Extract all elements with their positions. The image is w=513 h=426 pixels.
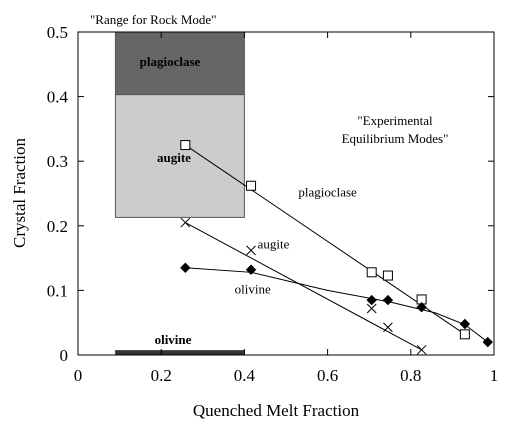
point-plagioclase: [459, 329, 470, 340]
rock-mode-header: "Range for Rock Mode": [90, 12, 217, 27]
point-olivine: [180, 262, 191, 273]
x-tick-label: 0: [74, 366, 83, 385]
y-tick-label: 0.4: [47, 88, 69, 107]
y-tick-label: 0.5: [47, 23, 68, 42]
point-augite: [366, 303, 377, 314]
point-plagioclase: [246, 180, 257, 191]
point-olivine: [416, 301, 427, 313]
x-tick-label: 0.4: [234, 366, 256, 385]
range-label-plagioclase: plagioclase: [140, 54, 201, 69]
range-label-olivine: olivine: [155, 332, 192, 347]
y-tick-label: 0.1: [47, 281, 68, 300]
fit-line-olivine: [185, 267, 489, 343]
point-olivine: [245, 264, 257, 275]
point-augite: [246, 245, 256, 256]
range-box-augite: [114, 94, 245, 218]
y-tick-label: 0: [60, 346, 69, 365]
point-plagioclase: [366, 267, 377, 278]
series-label-augite: augite: [258, 236, 290, 251]
point-plagioclase: [180, 140, 191, 151]
point-olivine: [366, 294, 377, 306]
y-tick-label: 0.3: [47, 152, 68, 171]
range-box-olivine: [114, 349, 245, 356]
plot-frame: [77, 31, 495, 356]
point-olivine: [459, 318, 471, 330]
fit-line-augite: [185, 222, 422, 351]
experimental-label-line: Equilibrium Modes": [342, 131, 449, 146]
y-axis-label: Crystal Fraction: [10, 137, 29, 248]
point-olivine: [482, 336, 493, 348]
x-tick-label: 0.2: [151, 366, 172, 385]
x-tick-label: 0.6: [317, 366, 338, 385]
y-tick-label: 0.2: [47, 217, 68, 236]
range-label-augite: augite: [157, 150, 191, 165]
x-tick-label: 1: [490, 366, 499, 385]
range-box-plagioclase: [114, 31, 245, 96]
point-plagioclase: [382, 270, 393, 281]
point-olivine: [382, 294, 394, 306]
plot-area: plagioclase augite olivine 0 0.2 0.4 0.6 0.8 1 0 0…: [10, 12, 498, 420]
series-label-plagioclase: plagioclase: [298, 185, 357, 200]
point-augite: [416, 344, 427, 355]
point-augite: [180, 217, 191, 228]
series-label-olivine: olivine: [235, 282, 271, 297]
experimental-label-line: "Experimental: [357, 113, 433, 128]
x-axis-label: Quenched Melt Fraction: [193, 401, 360, 420]
point-augite: [383, 322, 393, 333]
x-tick-label: 0.8: [400, 366, 421, 385]
